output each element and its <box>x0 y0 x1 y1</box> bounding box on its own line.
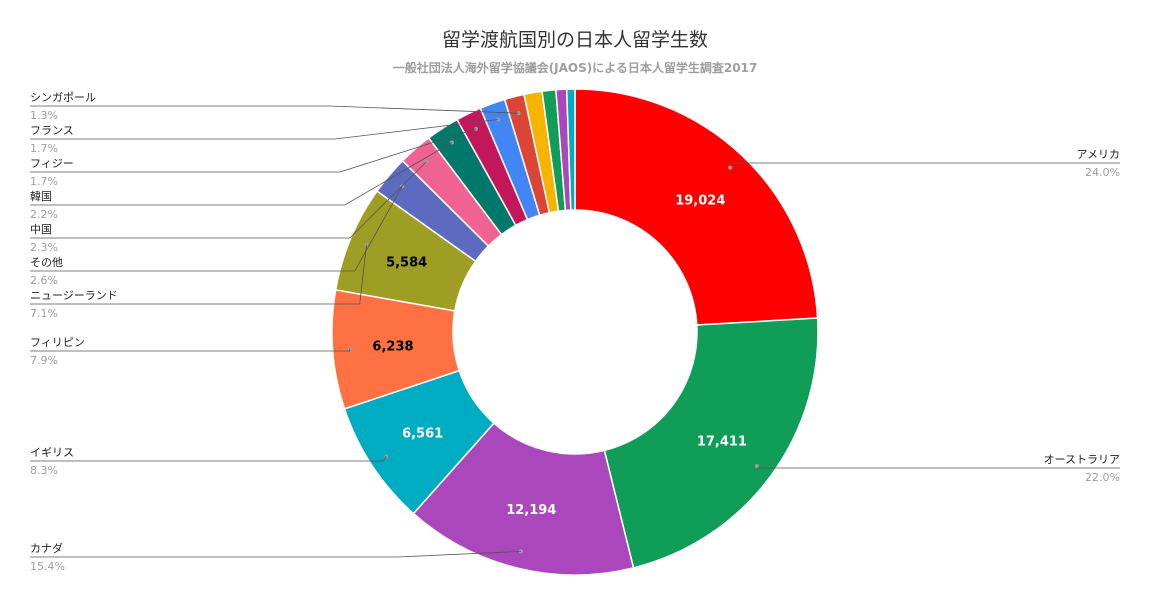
donut-slice[interactable] <box>412 422 635 576</box>
slice-category-label: フランス <box>30 124 74 137</box>
slice-percent-label: 24.0% <box>1085 166 1120 179</box>
slice-category-label: 韓国 <box>30 190 52 203</box>
leader-line <box>30 142 453 206</box>
slice-category-label: フィジー <box>30 157 74 170</box>
slice-percent-label: 15.4% <box>30 560 65 573</box>
labels-layer: 19,024 アメリカ 24.0% 17,411 オーストラリア 22.0% 12,194 カ… <box>30 91 1120 573</box>
leader-dot <box>728 165 733 170</box>
slice-value-label: 12,194 <box>506 503 556 518</box>
chart-title: 留学渡航国別の日本人留学生数 <box>442 29 708 51</box>
leader-line <box>30 456 387 462</box>
slice-value-label: 6,238 <box>372 339 413 354</box>
slice-percent-label: 22.0% <box>1085 471 1120 484</box>
slice-category-label: カナダ <box>30 541 63 555</box>
chart-subtitle: 一般社団法人海外留学協議会(JAOS)による日本人留学生調査2017 <box>393 60 758 75</box>
slice-percent-label: 8.3% <box>30 464 58 477</box>
leader-dot <box>754 464 759 469</box>
leader-line <box>30 105 519 114</box>
slice-category-label: その他 <box>30 256 63 269</box>
leader-line <box>30 348 351 352</box>
slice-category-label: アメリカ <box>1077 148 1120 161</box>
slice-percent-label: 2.3% <box>30 241 58 254</box>
slice-category-label: フィリピン <box>30 336 85 349</box>
slice-category-label: オーストラリア <box>1044 453 1120 466</box>
slice-percent-label: 7.1% <box>30 307 58 320</box>
slice-category-label: シンガポール <box>30 91 96 104</box>
slice-value-label: 5,584 <box>386 256 427 271</box>
slice-percent-label: 2.2% <box>30 208 58 221</box>
donut-slice[interactable] <box>565 88 576 211</box>
leader-line <box>30 186 403 272</box>
slices-layer <box>331 88 819 576</box>
slice-value-label: 17,411 <box>697 434 747 449</box>
leader-line <box>30 161 427 239</box>
slice-percent-label: 1.7% <box>30 142 58 155</box>
slice-category-label: イギリス <box>30 446 74 459</box>
slice-percent-label: 1.3% <box>30 109 58 122</box>
donut-slice[interactable] <box>574 88 819 326</box>
donut-slice[interactable] <box>603 317 819 569</box>
slice-value-label: 6,561 <box>402 426 443 441</box>
slice-percent-label: 1.7% <box>30 175 58 188</box>
slice-percent-label: 2.6% <box>30 274 58 287</box>
slice-percent-label: 7.9% <box>30 354 58 367</box>
leader-line <box>30 551 521 558</box>
slice-category-label: ニュージーランド <box>30 289 118 302</box>
slice-category-label: 中国 <box>30 223 52 236</box>
leader-line <box>30 119 499 140</box>
leader-line <box>30 244 367 305</box>
slice-value-label: 19,024 <box>675 193 725 208</box>
leader-line <box>30 128 477 173</box>
